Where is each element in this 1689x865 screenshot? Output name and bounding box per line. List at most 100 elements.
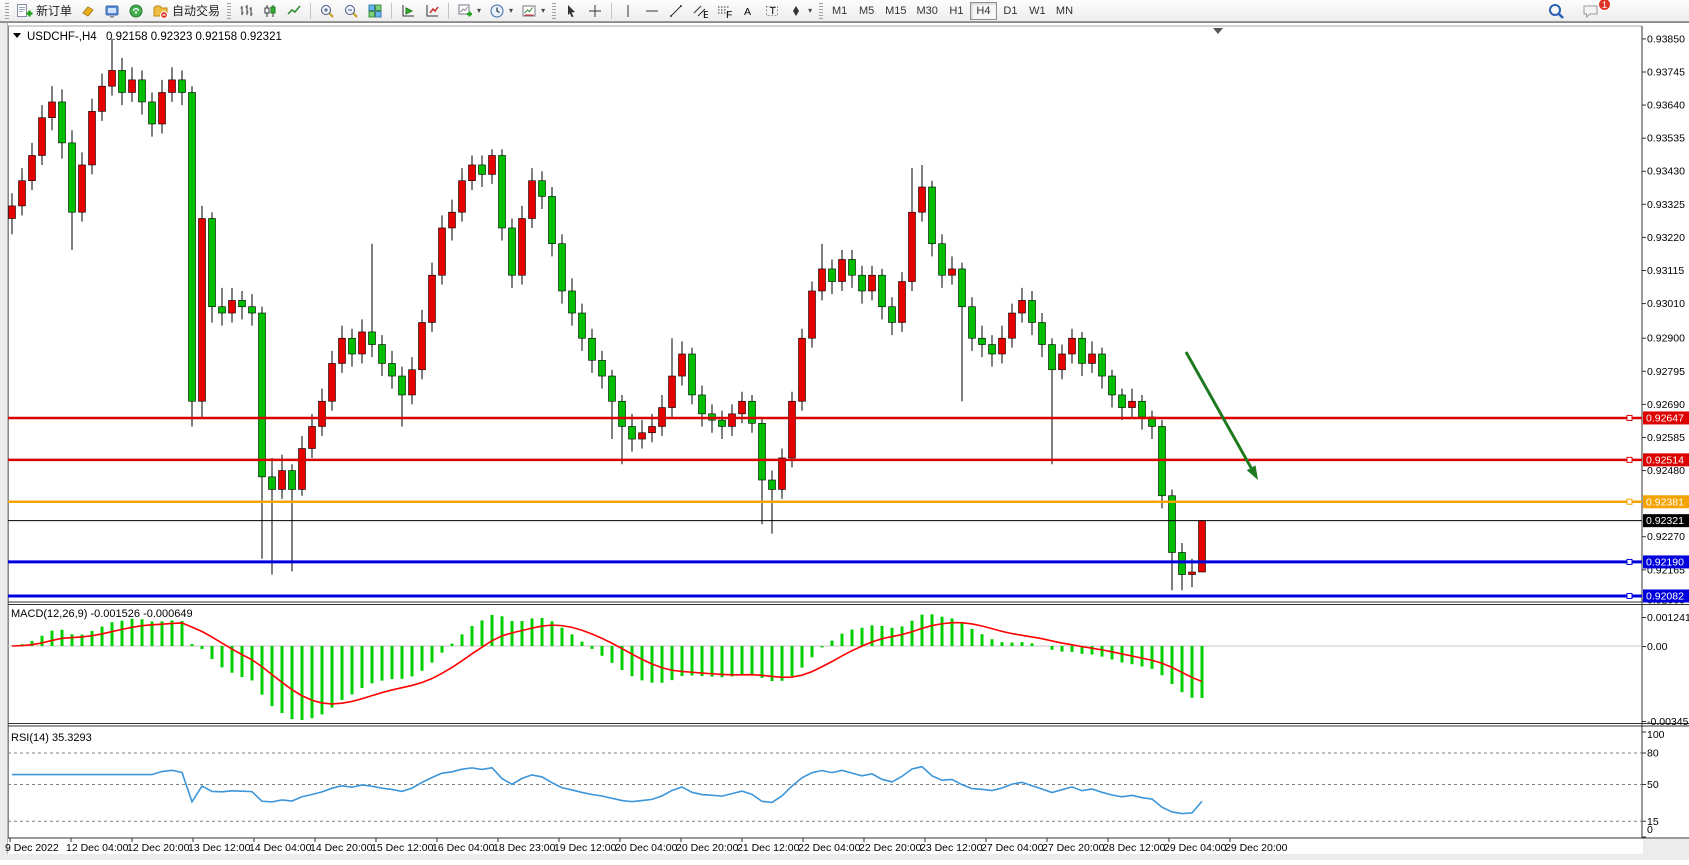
fibonacci-button[interactable]: F bbox=[712, 1, 736, 21]
candle-down bbox=[538, 180, 546, 197]
timeframe-d1-button[interactable]: D1 bbox=[997, 2, 1024, 20]
new-chart-button[interactable]: ▾ bbox=[453, 1, 485, 21]
candle-down bbox=[1118, 394, 1126, 408]
bar-chart-button[interactable] bbox=[234, 1, 258, 21]
candle-down bbox=[568, 290, 576, 314]
candle-up bbox=[278, 470, 286, 490]
autotrading-button[interactable]: 自动交易 bbox=[148, 1, 224, 21]
candle-down bbox=[118, 70, 126, 93]
toolbar-grip[interactable] bbox=[227, 2, 232, 19]
candle-down bbox=[1138, 400, 1146, 418]
timeframe-m30-button[interactable]: M30 bbox=[912, 2, 943, 20]
price-badge-label: 0.92082 bbox=[1646, 590, 1684, 602]
timeframe-h1-button[interactable]: H1 bbox=[943, 2, 970, 20]
timeframe-w1-button[interactable]: W1 bbox=[1024, 2, 1051, 20]
line-handle[interactable] bbox=[1626, 456, 1633, 463]
periodicity-button[interactable]: ▾ bbox=[485, 1, 517, 21]
template-icon bbox=[522, 5, 536, 16]
candle-down bbox=[508, 227, 516, 276]
candle-up bbox=[908, 211, 916, 282]
candle-down bbox=[268, 476, 276, 490]
zoom-out-icon bbox=[345, 4, 358, 18]
candle-up bbox=[448, 211, 456, 229]
rsi-axis-label: 15 bbox=[1647, 816, 1659, 828]
timeframe-m5-button[interactable]: M5 bbox=[853, 2, 880, 20]
candle-up bbox=[318, 400, 326, 427]
trend-arrow-head-icon bbox=[1246, 465, 1258, 480]
time-axis-label: 18 Dec 23:00 bbox=[493, 842, 556, 854]
line-handle[interactable] bbox=[1626, 498, 1633, 505]
candle-up bbox=[868, 274, 876, 292]
objects-list-button[interactable] bbox=[420, 1, 444, 21]
notification-badge: 1 bbox=[1598, 0, 1611, 11]
candle-up bbox=[418, 322, 426, 371]
tile-windows-icon bbox=[368, 4, 382, 17]
tile-windows-button[interactable] bbox=[363, 1, 387, 21]
price-axis-label: 0.92690 bbox=[1647, 399, 1685, 411]
candle-up bbox=[528, 180, 536, 219]
price-badge bbox=[1643, 589, 1689, 603]
toolbar-grip[interactable] bbox=[5, 2, 9, 19]
line-chart-button[interactable] bbox=[282, 1, 306, 21]
candle-down bbox=[618, 400, 626, 427]
toolbar-separator bbox=[448, 2, 450, 19]
vertical-line-button[interactable] bbox=[616, 1, 640, 21]
price-badge bbox=[1643, 555, 1689, 569]
metaeditor-button[interactable] bbox=[100, 1, 124, 21]
zoom-in-button[interactable] bbox=[315, 1, 339, 21]
time-axis-label: 22 Dec 20:00 bbox=[859, 842, 922, 854]
candle-up bbox=[1058, 353, 1066, 371]
line-handle[interactable] bbox=[1626, 592, 1633, 599]
toolbar-grip[interactable] bbox=[552, 2, 557, 19]
crosshair-icon bbox=[589, 4, 602, 17]
text-button[interactable]: A bbox=[736, 1, 760, 21]
indicators-button[interactable] bbox=[396, 1, 420, 21]
macd-axis-label: -0.003459 bbox=[1647, 716, 1689, 728]
signals-button[interactable] bbox=[124, 1, 148, 21]
notifications-button[interactable]: 1 bbox=[1577, 0, 1611, 21]
chart-shift-marker-icon[interactable] bbox=[1213, 28, 1223, 34]
candle-up bbox=[438, 227, 446, 276]
candle-down bbox=[68, 142, 76, 213]
chart-menu-triangle-icon[interactable] bbox=[13, 33, 21, 38]
candle-up bbox=[458, 180, 466, 213]
timeframe-m15-button[interactable]: M15 bbox=[880, 2, 911, 20]
trendline-button[interactable] bbox=[664, 1, 688, 21]
timeframe-mn-button[interactable]: MN bbox=[1051, 2, 1078, 20]
toolbar-grip[interactable] bbox=[819, 2, 824, 19]
macd-axis-label: 0.00 bbox=[1647, 641, 1668, 653]
candlestick-chart-button[interactable] bbox=[258, 1, 282, 21]
candle-down bbox=[628, 426, 636, 440]
chart-canvas[interactable]: 0.001241 0.00 -0.003459100 80 50 150 0.93850 0.… bbox=[0, 22, 1689, 860]
equidistant-channel-button[interactable]: E bbox=[688, 1, 712, 21]
candle-up bbox=[918, 186, 926, 213]
candle-up bbox=[198, 218, 206, 402]
candle-down bbox=[1168, 495, 1176, 553]
crosshair-button[interactable] bbox=[583, 1, 607, 21]
cursor-icon bbox=[568, 4, 576, 17]
line-handle[interactable] bbox=[1626, 414, 1633, 421]
time-axis-label: 15 Dec 12:00 bbox=[371, 842, 434, 854]
timeframe-m1-button[interactable]: M1 bbox=[826, 2, 853, 20]
zoom-out-button[interactable] bbox=[339, 1, 363, 21]
new-order-button[interactable]: 新订单 bbox=[12, 1, 76, 21]
trend-arrow-line[interactable] bbox=[1184, 351, 1253, 469]
time-axis-label: 14 Dec 20:00 bbox=[310, 842, 373, 854]
candle-up bbox=[1198, 520, 1206, 573]
timeframe-h4-button[interactable]: H4 bbox=[969, 1, 997, 20]
line-handle[interactable] bbox=[1626, 558, 1633, 565]
horizontal-line-button[interactable] bbox=[640, 1, 664, 21]
time-axis-label: 9 Dec 2022 bbox=[5, 842, 59, 854]
text-icon: A bbox=[744, 6, 751, 18]
candle-down bbox=[1078, 337, 1086, 364]
cursor-button[interactable] bbox=[559, 1, 583, 21]
candle-down bbox=[1108, 375, 1116, 396]
templates-button[interactable]: ▾ bbox=[517, 1, 549, 21]
toolbox-button[interactable] bbox=[76, 1, 100, 21]
candle-down bbox=[378, 344, 386, 364]
arrows-button[interactable]: ▾ bbox=[784, 1, 816, 21]
candle-up bbox=[998, 337, 1006, 355]
search-button[interactable] bbox=[1543, 1, 1569, 21]
candle-down bbox=[288, 470, 296, 490]
text-label-button[interactable]: T bbox=[760, 1, 784, 21]
